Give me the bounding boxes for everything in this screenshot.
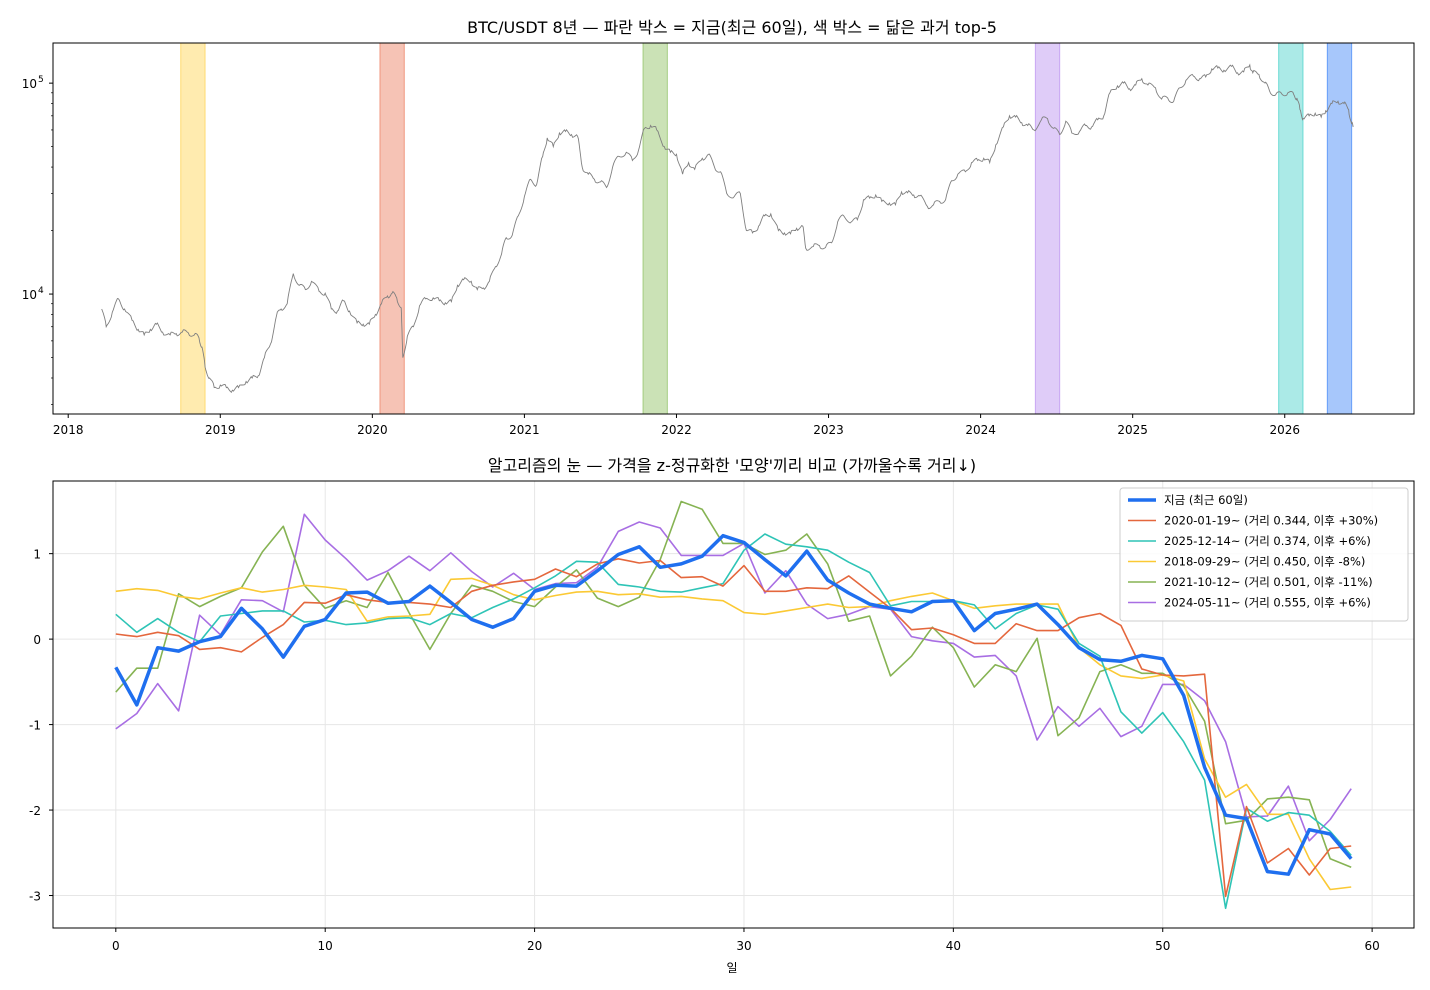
price-x-tick-label: 2026 bbox=[1269, 423, 1300, 437]
shape-series-line-0 bbox=[114, 533, 1353, 876]
price-x-tick-label: 2021 bbox=[509, 423, 540, 437]
shape-x-tick-label: 40 bbox=[946, 939, 961, 953]
legend-label: 2021-10-12~ (거리 0.501, 이후 -11%) bbox=[1164, 575, 1373, 589]
price-y-tick-exponent: 5 bbox=[38, 75, 44, 85]
highlight-spans bbox=[180, 42, 1353, 415]
shape-series-line-4 bbox=[115, 500, 1352, 869]
price-x-tick-label: 2022 bbox=[661, 423, 692, 437]
shape-y-tick-label: -2 bbox=[29, 804, 41, 818]
legend-label: 2018-09-29~ (거리 0.450, 이후 -8%) bbox=[1164, 555, 1365, 569]
highlight-span-5 bbox=[1326, 42, 1353, 415]
price-chart-panel: BTC/USDT 8년 — 파란 박스 = 지금(최근 60일), 색 박스 =… bbox=[22, 18, 1415, 437]
price-x-tick-label: 2020 bbox=[357, 423, 388, 437]
legend-label: 2020-01-19~ (거리 0.344, 이후 +30%) bbox=[1164, 514, 1378, 528]
price-series-line bbox=[101, 63, 1354, 394]
shape-y-tick-label: -3 bbox=[29, 890, 41, 904]
shape-x-tick-label: 30 bbox=[736, 939, 751, 953]
price-x-tick-label: 2019 bbox=[205, 423, 236, 437]
price-x-tick-label: 2018 bbox=[53, 423, 84, 437]
highlight-span-0 bbox=[180, 42, 206, 415]
price-y-tick-exponent: 4 bbox=[38, 286, 44, 296]
shape-y-tick-label: 1 bbox=[33, 548, 41, 562]
shape-x-axis-ticks: 0 10 20 30 40 50 60 bbox=[112, 928, 1380, 953]
legend-label: 지금 (최근 60일) bbox=[1164, 493, 1248, 507]
price-y-tick-label: 10 bbox=[22, 288, 37, 302]
price-x-tick-label: 2025 bbox=[1117, 423, 1148, 437]
shape-x-axis-label: 일 bbox=[726, 961, 737, 975]
price-x-tick-label: 2024 bbox=[965, 423, 996, 437]
highlight-span-4 bbox=[1278, 42, 1304, 415]
legend-label: 2024-05-11~ (거리 0.555, 이후 +6%) bbox=[1164, 596, 1371, 610]
shape-chart-frame bbox=[52, 480, 1415, 929]
shape-y-axis-ticks: -3 -2 -1 0 1 bbox=[29, 548, 53, 904]
legend-label: 2025-12-14~ (거리 0.374, 이후 +6%) bbox=[1164, 534, 1371, 548]
shape-series-line-3 bbox=[115, 577, 1352, 891]
shape-x-tick-label: 10 bbox=[318, 939, 333, 953]
price-y-tick-label: 10 bbox=[22, 77, 37, 91]
shape-lines-group bbox=[114, 500, 1353, 910]
price-x-tick-label: 2023 bbox=[813, 423, 844, 437]
price-chart-frame bbox=[52, 42, 1415, 415]
price-chart-title: BTC/USDT 8년 — 파란 박스 = 지금(최근 60일), 색 박스 =… bbox=[467, 18, 997, 37]
shape-chart-panel: 알고리즘의 눈 — 가격을 z-정규화한 '모양'끼리 비교 (가까울수록 거리… bbox=[29, 456, 1415, 975]
shape-x-tick-label: 50 bbox=[1155, 939, 1170, 953]
shape-series-line-5 bbox=[115, 513, 1352, 842]
legend-box bbox=[1119, 487, 1409, 622]
shape-y-tick-label: 0 bbox=[33, 633, 41, 647]
price-x-axis-ticks: 2018 2019 2020 2021 2022 2023 2024 2025 2026 bbox=[53, 414, 1300, 437]
price-line-group bbox=[101, 63, 1354, 394]
highlight-span-3 bbox=[1034, 42, 1061, 415]
shape-chart-title: 알고리즘의 눈 — 가격을 z-정규화한 '모양'끼리 비교 (가까울수록 거리… bbox=[488, 456, 976, 475]
shape-series-line-1 bbox=[115, 557, 1352, 898]
shape-y-tick-label: -1 bbox=[29, 719, 41, 733]
highlight-span-1 bbox=[379, 42, 405, 415]
shape-x-tick-label: 0 bbox=[112, 939, 120, 953]
legend: 지금 (최근 60일) 2020-01-19~ (거리 0.344, 이후 +30… bbox=[1119, 487, 1409, 622]
highlight-span-2 bbox=[642, 42, 668, 415]
shape-x-tick-label: 60 bbox=[1364, 939, 1379, 953]
shape-x-tick-label: 20 bbox=[527, 939, 542, 953]
